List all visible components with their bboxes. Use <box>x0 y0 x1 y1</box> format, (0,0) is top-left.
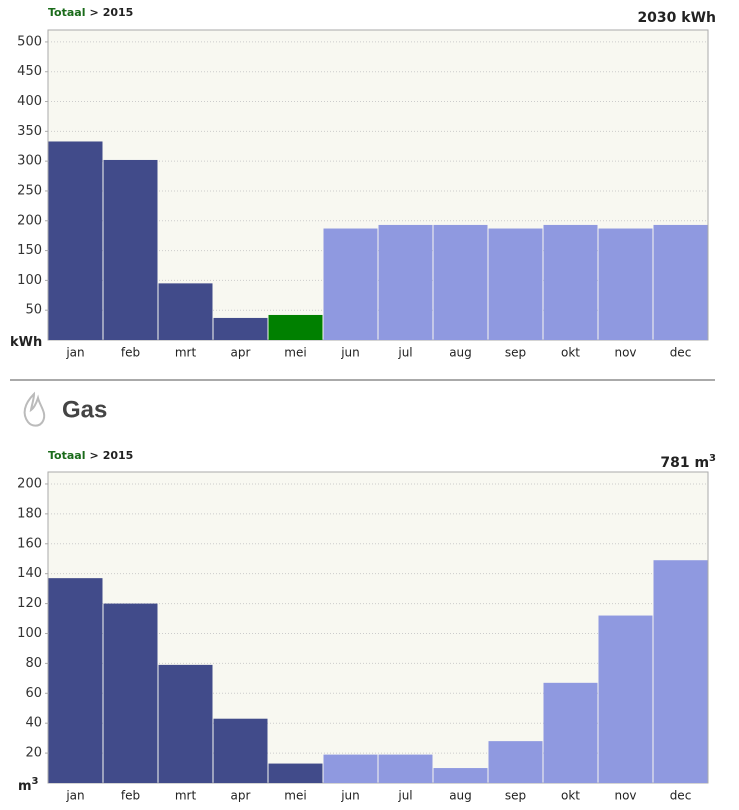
x-tick-label: aug <box>449 346 472 360</box>
breadcrumb-link[interactable]: Totaal <box>48 6 85 19</box>
x-tick-label: nov <box>614 346 636 360</box>
x-tick-label: jan <box>65 346 84 360</box>
x-tick-label: dec <box>670 789 692 803</box>
total-value: 781 m <box>660 455 709 471</box>
breadcrumb-current: 2015 <box>103 6 134 19</box>
breadcrumb: Totaal >2015 <box>48 6 133 19</box>
y-tick-label: 80 <box>25 656 42 671</box>
y-tick-label: 150 <box>17 243 42 258</box>
y-tick-label: 100 <box>17 273 42 288</box>
unit-label: kWh <box>10 335 42 350</box>
unit-text: kWh <box>10 335 42 350</box>
x-tick-label: aug <box>449 789 472 803</box>
total-superscript: 3 <box>709 453 716 464</box>
y-tick-label: 100 <box>17 626 42 641</box>
y-tick-label: 180 <box>17 506 42 521</box>
bar <box>48 578 103 783</box>
bar <box>268 763 323 783</box>
plot-area <box>47 471 709 784</box>
bar <box>378 224 433 340</box>
y-tick-label: 140 <box>17 566 42 581</box>
bar <box>268 314 323 340</box>
y-tick-label: 40 <box>25 716 42 731</box>
bar <box>158 283 213 340</box>
unit-superscript: 3 <box>32 776 39 787</box>
x-tick-label: jun <box>340 789 360 803</box>
x-tick-label: mei <box>284 346 306 360</box>
x-tick-label: sep <box>505 789 526 803</box>
y-tick-label: 250 <box>17 183 42 198</box>
bar <box>488 228 543 340</box>
x-tick-label: okt <box>561 346 580 360</box>
bar <box>653 560 708 783</box>
unit-label: m3 <box>18 776 39 794</box>
y-tick-label: 120 <box>17 596 42 611</box>
x-tick-label: okt <box>561 789 580 803</box>
bar <box>488 741 543 783</box>
total-value: 2030 kWh <box>637 10 716 26</box>
breadcrumb-separator: > <box>89 449 98 462</box>
breadcrumb-link[interactable]: Totaal <box>48 449 85 462</box>
bar <box>433 224 488 340</box>
y-tick-label: 20 <box>25 746 42 761</box>
y-tick-label: 350 <box>17 124 42 139</box>
y-tick-label: 500 <box>17 34 42 49</box>
bar <box>103 603 158 783</box>
unit-text: m <box>18 779 32 794</box>
bar <box>323 228 378 340</box>
section-title: Gas <box>62 396 107 423</box>
plot-area <box>47 29 709 341</box>
x-tick-label: jul <box>397 346 412 360</box>
x-tick-label: mei <box>284 789 306 803</box>
bar <box>598 615 653 783</box>
x-tick-label: dec <box>670 346 692 360</box>
y-tick-label: 200 <box>17 476 42 491</box>
x-tick-label: apr <box>231 789 251 803</box>
x-tick-label: nov <box>614 789 636 803</box>
y-tick-label: 300 <box>17 154 42 169</box>
y-tick-label: 50 <box>25 303 42 318</box>
bar <box>433 768 488 783</box>
x-tick-label: jan <box>65 789 84 803</box>
x-tick-label: feb <box>121 789 140 803</box>
x-tick-label: apr <box>231 346 251 360</box>
y-tick-label: 160 <box>17 536 42 551</box>
x-tick-label: feb <box>121 346 140 360</box>
total: 2030 kWh <box>637 10 716 26</box>
gas-icon <box>23 391 46 427</box>
x-tick-label: mrt <box>175 789 197 803</box>
x-tick-label: mrt <box>175 346 197 360</box>
y-tick-label: 450 <box>17 64 42 79</box>
x-tick-label: jul <box>397 789 412 803</box>
bar <box>213 317 268 340</box>
bar <box>598 228 653 340</box>
bar <box>378 754 433 783</box>
y-tick-label: 400 <box>17 94 42 109</box>
breadcrumb-current: 2015 <box>103 449 134 462</box>
bar <box>213 718 268 783</box>
y-tick-label: 200 <box>17 213 42 228</box>
bar <box>543 224 598 340</box>
x-tick-label: jun <box>340 346 360 360</box>
breadcrumb-separator: > <box>89 6 98 19</box>
x-tick-label: sep <box>505 346 526 360</box>
y-tick-label: 60 <box>25 686 42 701</box>
bar <box>103 159 158 340</box>
bar <box>158 664 213 783</box>
bar <box>323 754 378 783</box>
bar <box>653 224 708 340</box>
breadcrumb: Totaal >2015 <box>48 449 133 462</box>
total: 781 m3 <box>660 453 716 471</box>
bar <box>543 682 598 783</box>
bar <box>48 141 103 340</box>
